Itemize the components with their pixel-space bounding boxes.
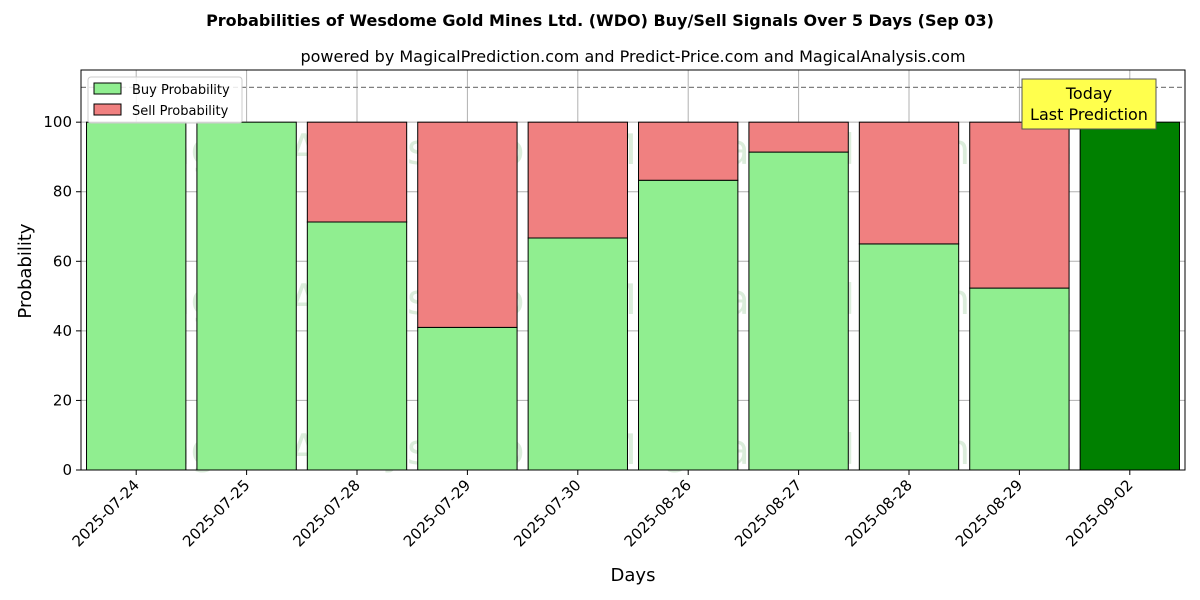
legend-label-buy: Buy Probability	[132, 83, 230, 98]
today-annotation: Today Last Prediction	[1021, 78, 1157, 130]
legend: Buy Probability Sell Probability	[87, 76, 243, 124]
y-axis-label: Probability	[15, 223, 36, 318]
buy-bar	[748, 151, 849, 471]
chart-title: Probabilities of Wesdome Gold Mines Ltd.…	[206, 11, 994, 30]
buy-bar	[858, 243, 960, 471]
buy-bar	[306, 221, 408, 471]
x-tick-label: 2025-07-28	[289, 476, 363, 550]
y-tick-label: 60	[53, 252, 72, 270]
buy-bar	[417, 326, 518, 471]
today-annotation-line2: Last Prediction	[1030, 105, 1148, 124]
x-tick-label: 2025-07-25	[179, 476, 253, 550]
buy-bar	[1079, 121, 1180, 471]
x-tick-label: 2025-07-29	[400, 476, 474, 550]
x-tick-label: 2025-08-27	[731, 476, 805, 550]
sell-bar	[638, 121, 739, 181]
x-tick-label: 2025-08-26	[621, 476, 695, 550]
y-tick-label: 80	[53, 183, 72, 201]
x-tick-label: 2025-09-02	[1062, 476, 1136, 550]
sell-bar	[527, 121, 628, 239]
chart-subtitle: powered by MagicalPrediction.com and Pre…	[300, 47, 965, 66]
sell-bar	[858, 121, 960, 245]
y-tick-label: 100	[43, 113, 72, 131]
legend-swatch-buy	[93, 82, 122, 95]
buy-bar	[86, 121, 187, 471]
legend-box	[87, 76, 243, 124]
y-tick-label: 40	[53, 322, 72, 340]
bar-layer	[81, 86, 1185, 471]
y-tick-label: 0	[62, 461, 72, 479]
buy-bar	[969, 287, 1070, 471]
x-tick-label: 2025-07-30	[510, 476, 584, 550]
x-tick-label: 2025-08-28	[841, 476, 915, 550]
today-annotation-box	[1021, 78, 1157, 130]
sell-bar	[306, 121, 408, 223]
sell-bar	[417, 121, 518, 328]
sell-bar	[969, 121, 1070, 289]
x-axis-label: Days	[611, 565, 656, 586]
y-tick-label: 20	[53, 391, 72, 409]
plot-frame	[80, 69, 1186, 471]
legend-swatch-sell	[93, 103, 122, 116]
buy-bar	[638, 179, 739, 471]
buy-bar	[196, 121, 297, 471]
buy-bar	[527, 237, 628, 471]
x-tick-label: 2025-08-29	[952, 476, 1026, 550]
x-tick-label: 2025-07-24	[69, 476, 143, 550]
legend-label-sell: Sell Probability	[132, 104, 229, 119]
sell-bar	[748, 121, 849, 153]
today-annotation-line1: Today	[1065, 84, 1112, 103]
